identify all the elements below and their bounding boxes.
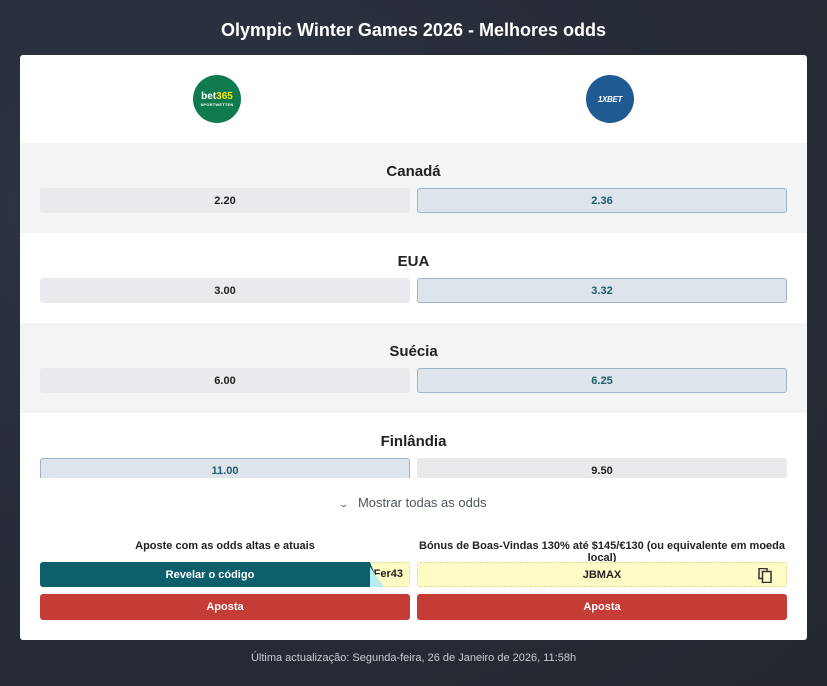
- market-name: Canadá: [386, 163, 441, 180]
- promo-code-peek: Fer43: [373, 568, 403, 580]
- show-all-label: Mostrar todas as odds: [357, 495, 487, 510]
- promo-code-row: JBMAX: [417, 562, 787, 587]
- promo-code: JBMAX: [582, 568, 622, 581]
- odds-card: bet365 SPORTWETTEN 1XBET Canadá 2.20 2.3…: [20, 55, 807, 640]
- reveal-code-button[interactable]: Revelar o código: [40, 562, 380, 587]
- promo-label: Aposte com as odds altas e atuais: [135, 540, 315, 552]
- odd-1xbet[interactable]: 9.50: [417, 458, 787, 478]
- bet-button-1xbet[interactable]: Aposta: [417, 594, 787, 620]
- 1xbet-logo-text: 1XBET: [597, 94, 623, 104]
- odd-bet365[interactable]: 3.00: [40, 278, 410, 303]
- copy-icon[interactable]: [758, 568, 772, 583]
- promo-code-box[interactable]: JBMAX: [417, 562, 787, 587]
- odd-bet365[interactable]: 2.20: [40, 188, 410, 213]
- market-name: Finlândia: [380, 433, 447, 450]
- odd-1xbet-best[interactable]: 6.25: [417, 368, 787, 393]
- market-name: Suécia: [389, 343, 438, 360]
- 1xbet-logo[interactable]: 1XBET: [586, 75, 634, 123]
- odd-1xbet-best[interactable]: 3.32: [417, 278, 787, 303]
- promo-1xbet: Bónus de Boas-Vindas 130% até $145/€130 …: [417, 540, 787, 620]
- reveal-code-row: Fer43 Revelar o código: [40, 562, 410, 587]
- odd-bet365[interactable]: 6.00: [40, 368, 410, 393]
- chevron-down-icon: ⌄: [338, 499, 350, 509]
- market-row-canada: Canadá 2.20 2.36: [20, 143, 807, 233]
- odd-bet365-best[interactable]: 11.00: [40, 458, 410, 478]
- market-name: EUA: [397, 253, 430, 270]
- bet365-logo-number: 365: [216, 90, 233, 102]
- promo-bet365: Aposte com as odds altas e atuais Fer43 …: [40, 540, 410, 620]
- bet-button-bet365[interactable]: Aposta: [40, 594, 410, 620]
- market-row-finlandia: Finlândia 11.00 9.50: [20, 413, 807, 478]
- bet365-logo-sub: SPORTWETTEN: [200, 101, 234, 107]
- page-title: Olympic Winter Games 2026 - Melhores odd…: [221, 20, 606, 40]
- bet365-logo-text: bet: [201, 90, 217, 102]
- show-all-odds-button[interactable]: ⌄ Mostrar todas as odds: [20, 495, 807, 510]
- market-row-suecia: Suécia 6.00 6.25: [20, 323, 807, 413]
- promo-label: Bónus de Boas-Vindas 130% até $145/€130 …: [419, 540, 785, 564]
- bookmaker-logos: bet365 SPORTWETTEN 1XBET: [20, 55, 807, 143]
- bet365-logo[interactable]: bet365 SPORTWETTEN: [193, 75, 241, 123]
- odd-1xbet-best[interactable]: 2.36: [417, 188, 787, 213]
- last-updated: Última actualização: Segunda-feira, 26 d…: [250, 652, 577, 664]
- market-row-eua: EUA 3.00 3.32: [20, 233, 807, 323]
